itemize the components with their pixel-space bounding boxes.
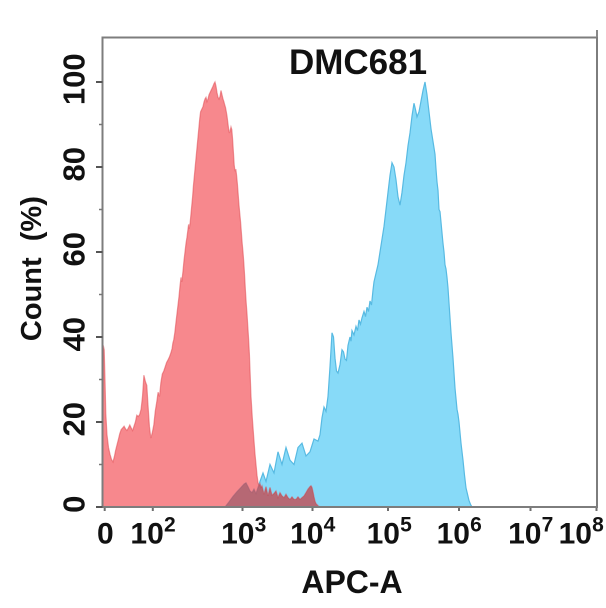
svg-text:10: 10 bbox=[367, 518, 400, 551]
svg-text:0: 0 bbox=[57, 496, 92, 513]
svg-text:80: 80 bbox=[57, 147, 92, 181]
svg-text:6: 6 bbox=[470, 514, 482, 537]
svg-text:5: 5 bbox=[400, 514, 412, 537]
svg-text:2: 2 bbox=[164, 514, 176, 537]
svg-text:10: 10 bbox=[290, 518, 323, 551]
svg-text:10: 10 bbox=[437, 518, 470, 551]
svg-text:10: 10 bbox=[508, 518, 541, 551]
svg-text:4: 4 bbox=[324, 514, 336, 537]
svg-text:40: 40 bbox=[57, 317, 92, 351]
svg-text:7: 7 bbox=[542, 514, 554, 537]
svg-text:10: 10 bbox=[559, 518, 592, 551]
svg-text:APC-A: APC-A bbox=[301, 564, 402, 600]
svg-text:8: 8 bbox=[592, 514, 604, 537]
svg-text:0: 0 bbox=[97, 518, 114, 551]
svg-text:10: 10 bbox=[130, 518, 163, 551]
svg-text:DMC681: DMC681 bbox=[289, 43, 427, 82]
svg-text:10: 10 bbox=[221, 518, 254, 551]
svg-text:Count (%): Count (%) bbox=[16, 196, 48, 341]
svg-text:100: 100 bbox=[57, 53, 92, 105]
svg-text:3: 3 bbox=[255, 514, 267, 537]
svg-text:60: 60 bbox=[57, 232, 92, 266]
svg-text:20: 20 bbox=[57, 402, 92, 436]
